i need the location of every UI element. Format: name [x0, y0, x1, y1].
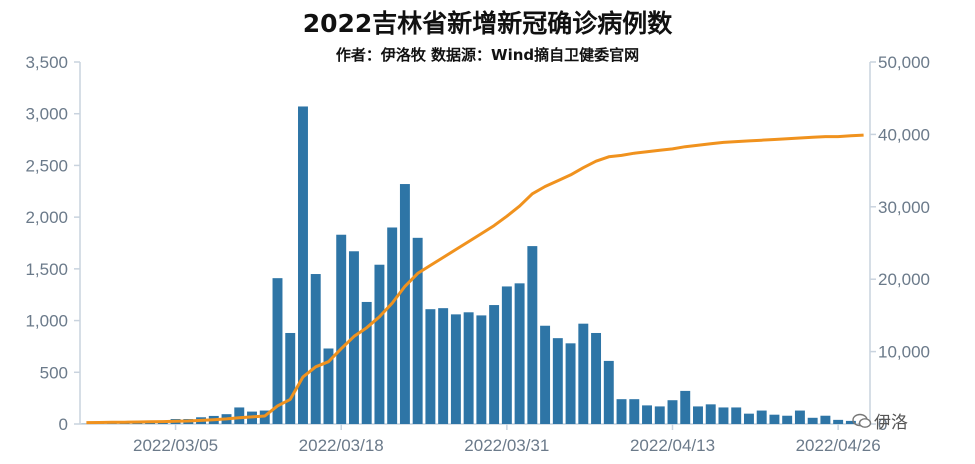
bar	[374, 264, 385, 424]
bar	[540, 325, 551, 424]
bar	[285, 332, 296, 424]
bar	[782, 415, 793, 424]
left-tick-label: 1,500	[25, 260, 68, 279]
bar	[654, 406, 665, 424]
bar	[642, 405, 652, 424]
right-tick-label: 40,000	[878, 125, 930, 144]
bar	[501, 286, 512, 424]
left-tick-label: 2,000	[25, 208, 68, 227]
bar	[603, 360, 614, 424]
bar	[438, 308, 449, 424]
bar	[833, 419, 844, 424]
chart-subtitle: 作者：伊洛牧 数据源：Wind摘自卫健委官网	[335, 46, 640, 64]
x-tick-label: 2022/03/31	[464, 436, 549, 455]
left-tick-label: 1,000	[25, 312, 68, 331]
x-tick-label: 2022/04/13	[630, 436, 715, 455]
bar	[794, 410, 805, 424]
bar	[565, 343, 576, 424]
bar	[310, 274, 321, 424]
bar	[591, 332, 602, 424]
bar	[680, 390, 691, 424]
right-tick-label: 20,000	[878, 270, 930, 289]
bar	[463, 312, 474, 424]
bar	[756, 410, 767, 424]
bar	[705, 404, 716, 424]
bar	[234, 407, 245, 424]
bar	[731, 407, 742, 424]
bar	[527, 246, 538, 424]
bar	[298, 106, 308, 424]
bar	[693, 406, 703, 424]
bar	[336, 234, 347, 424]
bar	[769, 414, 780, 424]
left-tick-label: 3,000	[25, 105, 68, 124]
right-tick-label: 0	[878, 415, 887, 434]
bar	[387, 227, 398, 424]
bar	[616, 399, 627, 424]
left-tick-label: 0	[59, 415, 68, 434]
bar	[514, 283, 525, 424]
bar	[820, 415, 831, 424]
bar	[272, 278, 283, 424]
bar	[807, 417, 818, 424]
left-tick-label: 500	[40, 363, 68, 382]
bar	[489, 305, 500, 424]
right-tick-label: 50,000	[878, 53, 930, 72]
bar	[667, 400, 678, 424]
bar	[743, 413, 754, 424]
left-tick-label: 2,500	[25, 156, 68, 175]
bar	[718, 407, 729, 424]
bar	[399, 184, 410, 424]
bar	[845, 420, 856, 424]
bar	[476, 315, 487, 424]
bar	[629, 399, 640, 424]
x-tick-label: 2022/03/18	[299, 436, 384, 455]
right-tick-label: 30,000	[878, 198, 930, 217]
watermark: 伊洛	[852, 408, 908, 433]
wechat-icon	[852, 413, 872, 428]
bar	[578, 323, 589, 424]
watermark-text: 伊洛	[874, 413, 908, 433]
cumulative-line-series	[86, 133, 864, 425]
bar	[361, 301, 372, 424]
bar	[412, 237, 423, 424]
right-tick-label: 10,000	[878, 343, 930, 362]
bar	[323, 348, 334, 424]
chart-title: 2022吉林省新增新冠确诊病例数	[302, 9, 673, 38]
x-tick-label: 2022/04/26	[796, 436, 881, 455]
bar	[450, 314, 461, 424]
x-tick-label: 2022/03/05	[133, 436, 218, 455]
bar	[425, 309, 436, 424]
bar	[552, 338, 563, 424]
left-tick-label: 3,500	[25, 53, 68, 72]
